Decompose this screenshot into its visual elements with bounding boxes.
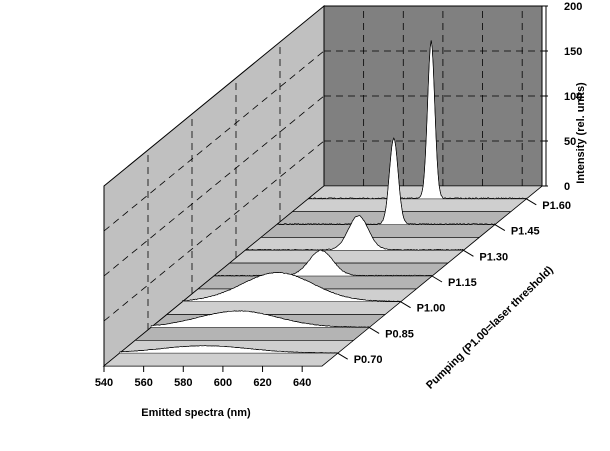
y-axis-title: Pumping (P1.00=laser threshold) — [424, 264, 556, 392]
series-P0-85 — [134, 310, 386, 341]
y-tick-mark — [463, 249, 474, 257]
y-tick-mark — [526, 198, 537, 206]
series-line — [308, 40, 527, 200]
y-tick-label: P1.60 — [542, 200, 571, 212]
y-tick-label: P1.15 — [448, 277, 477, 289]
y-tick-label: P1.30 — [479, 251, 508, 263]
x-tick-label: 600 — [214, 377, 232, 389]
x-tick-label: 580 — [174, 377, 192, 389]
y-tick-mark — [337, 352, 348, 360]
chart-labels: 540 560 580 600 620 640 0 50 100 150 200 P0.70 P0.85… — [95, 1, 583, 389]
z-axis-title: Intensity (rel. units) — [575, 82, 587, 184]
y-tick-mark — [494, 224, 506, 232]
series-P1-60 — [291, 40, 543, 212]
z-tick-label: 0 — [564, 181, 570, 193]
y-tick-label: P0.70 — [354, 354, 383, 366]
y-tick-label: P1.00 — [417, 303, 446, 315]
y-tick-label: P0.85 — [385, 328, 414, 340]
y-tick-mark — [431, 275, 443, 283]
series-P1-00 — [166, 272, 418, 315]
series-line — [213, 249, 432, 277]
series-line — [276, 137, 496, 225]
x-tick-label: 640 — [293, 377, 311, 389]
y-tick-mark — [400, 301, 411, 309]
series-line — [245, 215, 464, 251]
series-line — [151, 310, 370, 328]
x-tick-label: 620 — [253, 377, 271, 389]
z-tick-label: 50 — [564, 136, 576, 148]
series-line — [182, 272, 401, 302]
series-P0-70 — [103, 339, 355, 367]
z-tick-label: 200 — [564, 1, 582, 13]
x-tick-label: 560 — [134, 377, 152, 389]
x-tick-label: 540 — [95, 377, 113, 389]
series-line — [119, 345, 338, 354]
chart-series-group — [103, 40, 543, 367]
x-axis-title: Emitted spectra (nm) — [141, 407, 251, 419]
series-P1-30 — [228, 215, 480, 264]
y-tick-label: P1.45 — [511, 226, 540, 238]
z-tick-label: 150 — [564, 46, 582, 58]
z-tick-label: 100 — [564, 91, 582, 103]
y-tick-mark — [368, 326, 380, 334]
series-P1-45 — [260, 137, 512, 238]
